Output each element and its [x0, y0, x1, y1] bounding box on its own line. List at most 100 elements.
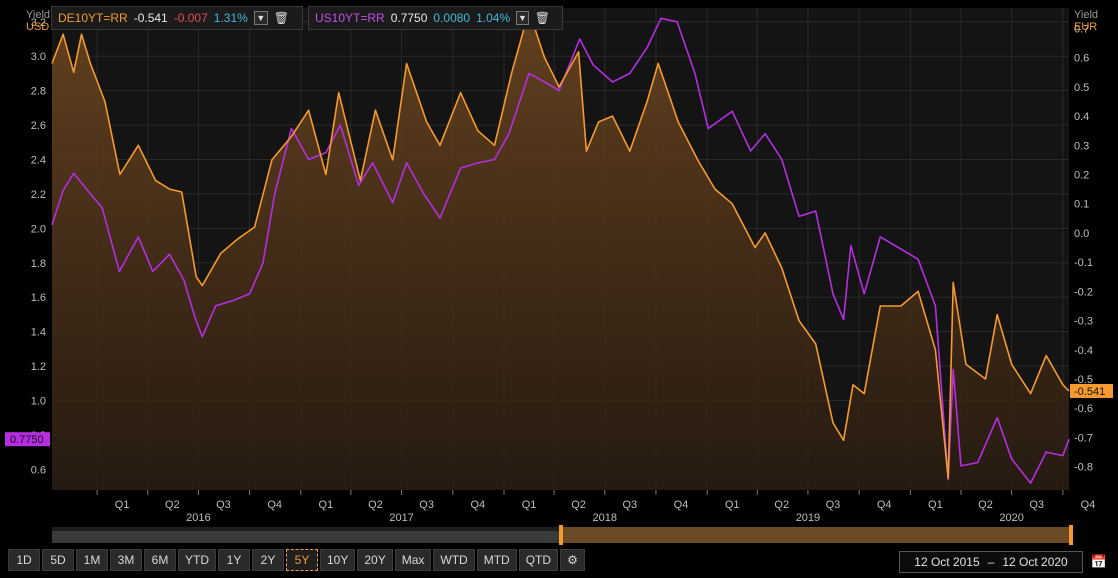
- series-line-us10y: [51, 17, 1070, 484]
- navigator-handle-left[interactable]: [559, 525, 563, 545]
- legend-change: 0.0080: [433, 11, 471, 25]
- range-button-10y[interactable]: 10Y: [320, 549, 356, 571]
- range-button-1y[interactable]: 1Y: [218, 549, 250, 571]
- navigator-history: [52, 531, 561, 543]
- left-tick-label: 1.2: [31, 361, 46, 373]
- left-tick-label: 1.0: [31, 395, 46, 407]
- range-button-wtd[interactable]: WTD: [433, 549, 475, 571]
- right-axis-unit: EUR: [1074, 21, 1098, 33]
- last-value-label-de: -0.541: [1074, 386, 1105, 398]
- quarter-tick-label: Q2: [571, 499, 586, 511]
- right-axis-ticks: 0.7 0.6 0.5 0.4 0.3 0.2 0.1 0.0 -0.1 -0.2 -0.3 -0.4…: [1074, 23, 1093, 473]
- right-tick-label: 0.4: [1074, 111, 1089, 123]
- right-tick-label: 0.2: [1074, 170, 1089, 182]
- date-range-field[interactable]: 12 Oct 2015 – 12 Oct 2020: [899, 551, 1083, 573]
- quarter-tick-label: Q2: [978, 499, 993, 511]
- range-button-1d[interactable]: 1D: [8, 549, 40, 571]
- range-toolbar: 1D 5D 1M 3M 6M YTD 1Y 2Y 5Y 10Y 20Y Max WTD MTD QTD ⚙: [8, 549, 585, 573]
- trash-icon[interactable]: 🗑: [534, 11, 550, 25]
- legend-ric: DE10YT=RR: [58, 11, 128, 25]
- right-tick-label: -0.2: [1074, 286, 1093, 298]
- right-tick-label: 0.6: [1074, 53, 1089, 65]
- left-tick-label: 2.0: [31, 223, 46, 235]
- legend-change: -0.007: [173, 11, 208, 25]
- legend-last: 0.7750: [390, 11, 428, 25]
- quarter-tick-label: Q2: [368, 499, 383, 511]
- left-tick-label: 3.0: [31, 51, 46, 63]
- date-separator: –: [987, 555, 995, 569]
- legend-de10y[interactable]: DE10YT=RR -0.541 -0.007 1.31% ▼ 🗑: [51, 6, 303, 30]
- chevron-down-icon[interactable]: ▼: [516, 11, 529, 25]
- quarter-tick-label: Q3: [1029, 499, 1044, 511]
- left-tick-label: 2.4: [31, 154, 46, 166]
- left-axis-ticks: 0.60.81.01.21.41.61.82.02.22.42.62.83.03…: [31, 17, 46, 477]
- last-value-badge-us: [5, 432, 50, 447]
- right-tick-label: -0.7: [1074, 432, 1093, 444]
- calendar-icon[interactable]: 📅: [1090, 554, 1108, 569]
- legend-last: -0.541: [133, 11, 168, 25]
- range-button-6m[interactable]: 6M: [144, 549, 176, 571]
- quarter-tick-label: Q2: [165, 499, 180, 511]
- last-value-badge-de: [1070, 383, 1113, 398]
- year-tick-label: 2018: [593, 512, 617, 524]
- right-axis-title: Yield: [1074, 9, 1099, 21]
- year-tick-label: 2017: [389, 512, 413, 524]
- right-tick-label: -0.3: [1074, 316, 1093, 328]
- navigator-handle-right[interactable]: [1069, 525, 1073, 545]
- quarter-tick-label: Q4: [877, 499, 892, 511]
- quarter-tick-label: Q1: [725, 499, 740, 511]
- right-tick-label: 0.3: [1074, 140, 1089, 152]
- range-button-20y[interactable]: 20Y: [357, 549, 393, 571]
- date-from: 12 Oct 2015: [914, 555, 980, 569]
- left-tick-label: 1.4: [31, 327, 46, 339]
- legend-percent: 1.31%: [213, 11, 248, 25]
- quarter-tick-label: Q1: [115, 499, 130, 511]
- series-line-de10y: [51, 10, 1070, 480]
- legend-ric: US10YT=RR: [315, 11, 385, 25]
- quarter-tick-label: Q3: [826, 499, 841, 511]
- quarter-tick-label: Q4: [267, 499, 282, 511]
- quarter-tick-label: Q1: [319, 499, 334, 511]
- quarter-tick-label: Q3: [216, 499, 231, 511]
- range-button-max[interactable]: Max: [394, 549, 432, 571]
- quarter-tick-label: Q4: [1081, 499, 1096, 511]
- left-tick-label: 2.6: [31, 120, 46, 132]
- trash-icon[interactable]: 🗑: [273, 11, 290, 25]
- quarter-tick-label: Q1: [522, 499, 537, 511]
- left-tick-label: 2.2: [31, 189, 46, 201]
- right-tick-label: 0.0: [1074, 228, 1089, 240]
- date-to: 12 Oct 2020: [1002, 555, 1068, 569]
- range-button-mtd[interactable]: MTD: [476, 549, 517, 571]
- chevron-down-icon[interactable]: ▼: [253, 11, 268, 25]
- gear-icon[interactable]: ⚙: [560, 549, 585, 571]
- range-button-2y[interactable]: 2Y: [252, 549, 284, 571]
- series-area-de10y: [52, 10, 1069, 491]
- quarter-tick-label: Q4: [674, 499, 689, 511]
- right-tick-label: -0.8: [1074, 462, 1093, 474]
- quarter-tick-label: Q4: [470, 499, 485, 511]
- range-button-5d[interactable]: 5D: [42, 549, 74, 571]
- year-tick-label: 2016: [186, 512, 210, 524]
- left-tick-label: 3.2: [31, 17, 46, 29]
- right-tick-label: 0.5: [1074, 82, 1089, 94]
- range-button-ytd[interactable]: YTD: [178, 549, 216, 571]
- quarter-tick-label: Q1: [928, 499, 943, 511]
- legend-us10y[interactable]: US10YT=RR 0.7750 0.0080 1.04% ▼ 🗑: [308, 6, 563, 30]
- left-tick-label: 2.8: [31, 86, 46, 98]
- range-button-qtd[interactable]: QTD: [518, 549, 559, 571]
- right-tick-label: -0.4: [1074, 345, 1093, 357]
- left-tick-label: 1.8: [31, 258, 46, 270]
- right-tick-label: -0.1: [1074, 257, 1093, 269]
- x-axis-ticks: Q1 Q2 Q3 Q4 Q1 Q2 Q3 Q4 Q1 Q2 Q3 Q4 Q1 Q2 Q3 Q4 Q1 Q2 Q3 Q4…: [96, 490, 1096, 524]
- right-tick-label: 0.1: [1074, 199, 1089, 211]
- left-axis-title: Yield: [26, 9, 51, 21]
- range-button-3m[interactable]: 3M: [110, 549, 142, 571]
- range-button-1m[interactable]: 1M: [76, 549, 108, 571]
- time-navigator: [52, 525, 1073, 545]
- legend-percent: 1.04%: [476, 11, 511, 25]
- right-tick-label: -0.5: [1074, 374, 1093, 386]
- navigator-selection: [561, 527, 1071, 543]
- range-button-5y[interactable]: 5Y: [286, 549, 318, 571]
